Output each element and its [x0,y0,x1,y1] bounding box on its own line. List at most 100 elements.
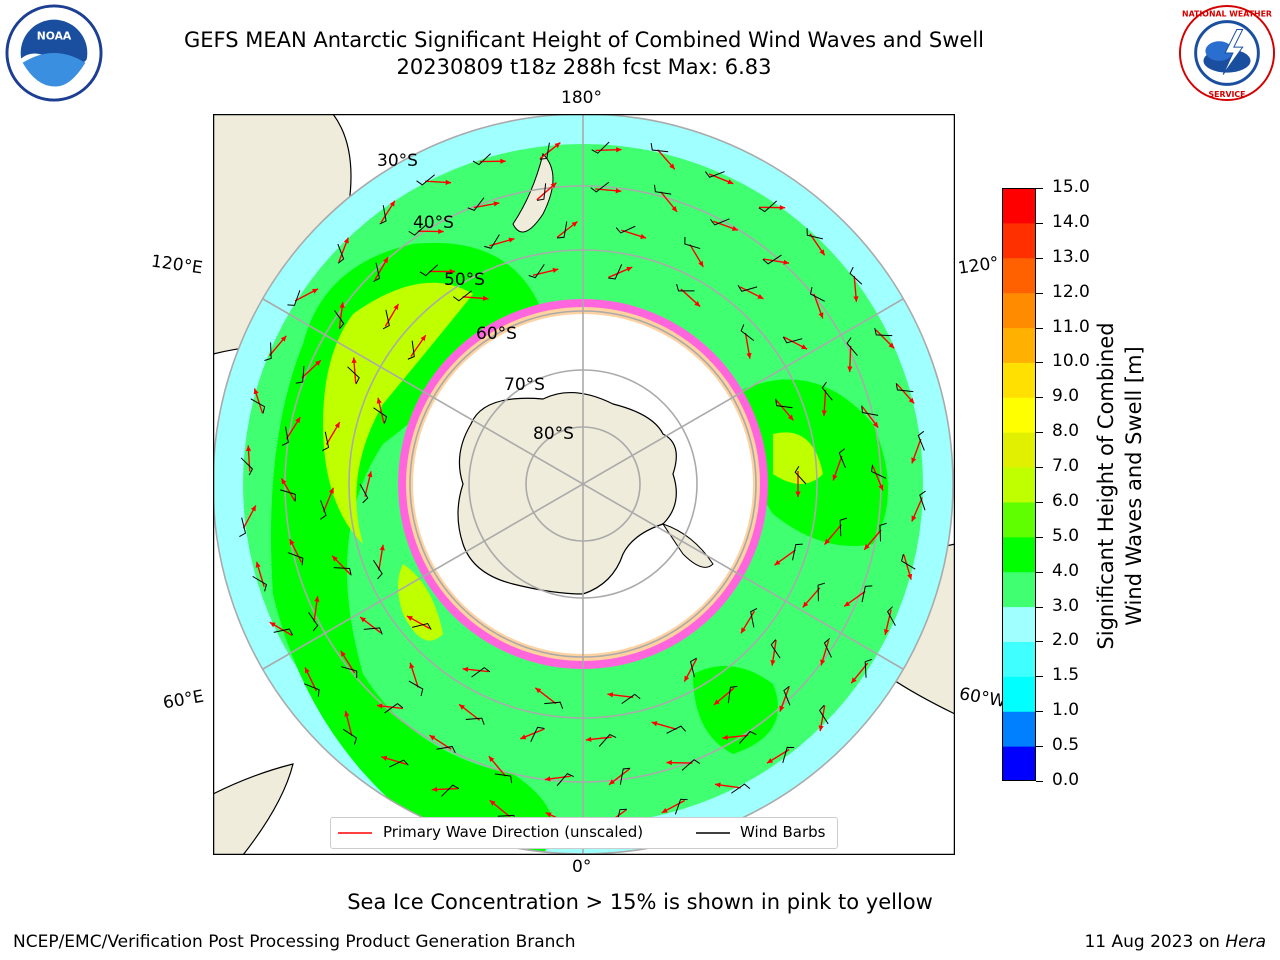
wave-arrow [911,497,923,522]
wind-barb [471,666,491,678]
colorbar-tick [1036,501,1043,503]
footer-date: 11 Aug 2023 on Hera [1084,932,1266,952]
wind-barb [919,490,926,511]
map-subtitle: 20230809 t18z 288h fcst Max: 6.83 [396,55,772,79]
wind-barb [334,310,345,330]
colorbar-tick-label: 9.0 [1052,386,1080,407]
wave-arrow [331,555,351,575]
wind-barb [279,489,296,502]
colorbar-segment [1002,501,1036,538]
footer-date-text: 11 Aug 2023 on [1084,932,1226,952]
wind-barb [676,284,695,292]
map-legend: Primary Wave Direction (unscaled) Wind B… [330,817,838,849]
colorbar-segment [1002,606,1036,642]
colorbar-tick-label: 11.0 [1052,316,1090,337]
lat-label-60s: 60°S [476,324,517,344]
wave-arrow [896,383,915,404]
svg-text:NOAA: NOAA [37,29,72,42]
wind-barb [739,730,757,744]
colorbar-tick [1036,606,1043,608]
colorbar-label-line2: Wind Waves and Swell [m] [1122,346,1146,626]
colorbar-tick-label: 12.0 [1052,281,1090,302]
colorbar-tick [1036,641,1043,643]
wave-arrow [556,220,578,239]
lon-label-120w: 120° [956,253,1001,279]
wave-arrow [843,590,866,608]
footer-branch: NCEP/EMC/Verification Post Processing Pr… [13,932,576,952]
colorbar-tick [1036,327,1043,329]
wave-field-4-5m-south [693,666,778,754]
lon-label-60e: 60°E [161,686,206,714]
lat-label-50s: 50°S [444,270,485,290]
wave-arrow [381,755,407,765]
colorbar-tick [1036,222,1043,224]
wind-barb [846,337,858,356]
wind-barb [874,327,893,337]
colorbar-segment [1002,362,1036,398]
wind-barb [379,205,387,225]
wind-barb [308,612,319,632]
wave-arrow [313,596,320,623]
wind-barb [250,398,266,414]
svg-text:NATIONAL WEATHER: NATIONAL WEATHER [1182,10,1272,19]
wind-barb [544,701,564,709]
wind-barb [384,702,404,714]
wave-arrow [903,554,913,580]
wave-arrow [783,336,808,350]
wind-barb [337,243,345,264]
wave-arrow [253,388,264,414]
wave-arrow [608,768,631,786]
colorbar-segment [1002,257,1036,294]
colorbar-tick-label: 1.5 [1052,665,1080,686]
wind-barb [681,759,701,771]
wave-arrow [325,421,341,445]
lon-label-0: 0° [572,857,592,877]
wave-arrow [429,268,456,275]
wind-barb [363,627,383,635]
wave-arrow [384,303,400,327]
colorbar-segment [1002,292,1036,329]
wind-barb [608,264,623,280]
wind-barb [762,254,782,265]
wave-arrow [722,734,749,741]
wind-barb [303,683,320,697]
wave-arrow [364,471,373,497]
wave-arrow [595,188,622,194]
colorbar-segment [1002,746,1036,781]
wind-barb [689,657,697,678]
barb-legend-label: Wind Barbs [740,823,826,841]
wind-barb [621,693,641,705]
footer-host: Hera [1225,932,1266,952]
wave-arrow [666,760,693,766]
colorbar-tick-label: 5.0 [1052,525,1080,546]
wave-arrow [651,721,677,730]
wave-arrow [544,775,571,782]
colorbar-tick [1036,711,1043,713]
colorbar-tick-label: 0.0 [1052,770,1080,790]
wave-arrow [269,621,293,637]
wave-arrow [539,141,561,160]
wave-arrow [532,267,559,277]
wind-barb [287,552,304,566]
wind-barb [792,543,803,561]
wind-barb [598,733,617,747]
colorbar-segment [1002,188,1036,224]
wind-barb [731,783,751,794]
wind-barb [783,685,791,706]
wind-barb [341,666,358,678]
wind-barb [864,658,872,678]
wind-barb [861,585,873,603]
wave-arrow [425,179,452,185]
wind-barb [530,726,545,742]
colorbar-tick [1036,432,1043,434]
wave-arrow [683,658,698,682]
wave-arrow [774,549,796,566]
wind-barb [373,262,381,283]
wave-arrow [661,799,686,814]
wave-arrow [770,639,777,666]
wind-barb [528,264,545,279]
nws-logo: NATIONAL WEATHER SERVICE [1178,4,1276,102]
wave-arrow [280,478,296,502]
wind-barb [705,171,725,178]
sea-ice-caption: Sea Ice Concentration > 15% is shown in … [347,890,933,914]
